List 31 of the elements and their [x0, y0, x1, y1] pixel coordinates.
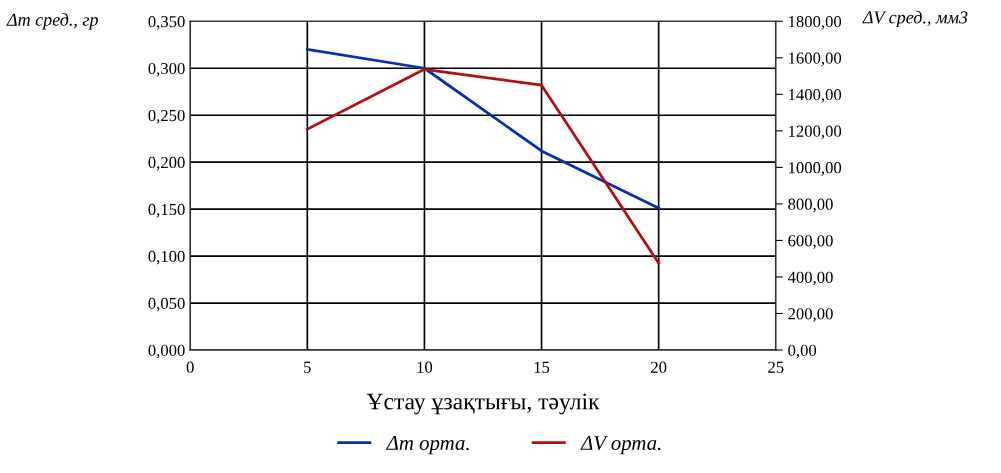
y-tick-label: 0,300 — [148, 62, 185, 77]
y2-tick-label: 0,00 — [788, 344, 817, 359]
y2-tick-label: 1000,00 — [789, 162, 842, 176]
y-tick-label: 0,200 — [148, 156, 185, 171]
y-tick-label: 0,250 — [148, 109, 185, 124]
y2-tick-label: 1600,00 — [789, 52, 842, 67]
y-tick-label: 0,100 — [148, 250, 185, 265]
line-series — [305, 48, 661, 210]
y2-tick-label: 600,00 — [788, 235, 833, 249]
legend-label: Δm орта. — [385, 436, 469, 455]
y2-tick-label: 1200,00 — [789, 125, 842, 140]
y-axis-title: Δm сред., гр — [6, 13, 98, 30]
y-tick-label: 0,050 — [148, 297, 185, 312]
y2-tick-label: 1800,00 — [789, 15, 842, 30]
y2-tick-label: 200,00 — [788, 308, 833, 322]
y2-tick-label: 1400,00 — [789, 89, 842, 103]
x-tick-label: 20 — [651, 361, 667, 373]
x-axis-title: Ұстау ұзақтығы, тәулік — [366, 393, 600, 415]
legend-label: ΔV орта. — [580, 436, 661, 455]
y2-tick-label: 400,00 — [787, 271, 833, 286]
y-tick-label: 0,350 — [148, 15, 185, 30]
y2-tick-label: 800,00 — [788, 198, 833, 213]
x-tick-label: 15 — [534, 361, 550, 373]
x-tick-label: 5 — [304, 361, 311, 373]
y2-axis-title: ΔV сред., мм3 — [862, 10, 968, 28]
x-tick-label: 10 — [417, 361, 433, 373]
x-tick-label: 0 — [186, 361, 194, 373]
y-tick-label: 0,000 — [148, 344, 185, 359]
line-series — [305, 67, 661, 265]
y-tick-label: 0,150 — [148, 203, 185, 218]
x-tick-label: 25 — [768, 361, 784, 373]
